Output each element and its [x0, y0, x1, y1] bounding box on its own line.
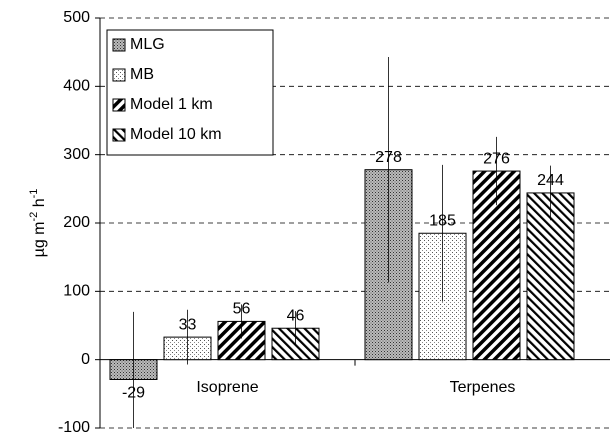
- bar: [526, 192, 575, 361]
- legend-label: Model 10 km: [130, 126, 222, 143]
- y-tick-label: 300: [63, 146, 90, 163]
- y-tick-label: 500: [63, 9, 90, 26]
- legend-swatch: [112, 128, 126, 142]
- legend-swatch: [112, 68, 126, 82]
- y-axis-label: µg m-2 h-1: [28, 189, 48, 258]
- data-label: 46: [287, 307, 305, 324]
- legend-swatch: [112, 98, 126, 112]
- data-label: 278: [375, 149, 402, 166]
- y-tick-label: 200: [63, 214, 90, 231]
- legend-label: MLG: [130, 36, 165, 53]
- y-tick-label: 0: [81, 351, 90, 368]
- data-label: 185: [429, 212, 456, 229]
- y-tick-label: 400: [63, 78, 90, 95]
- y-label-part: h: [31, 198, 48, 211]
- y-label-part: µg m: [31, 222, 48, 258]
- legend-label: MB: [130, 66, 154, 83]
- data-label: 276: [483, 150, 510, 167]
- y-label-part: -1: [28, 189, 40, 199]
- data-label: 56: [233, 301, 251, 318]
- legend-box: [106, 29, 274, 156]
- data-label: 33: [179, 316, 197, 333]
- x-tick-label: Terpenes: [450, 379, 516, 396]
- y-tick-label: -100: [58, 419, 90, 436]
- y-label-part: -2: [28, 212, 40, 222]
- legend-label: Model 1 km: [130, 96, 213, 113]
- data-label: -29: [122, 385, 145, 402]
- y-tick-label: 100: [63, 283, 90, 300]
- legend-swatch: [112, 38, 126, 52]
- x-tick-label: Isoprene: [196, 379, 258, 396]
- data-label: 244: [537, 172, 564, 189]
